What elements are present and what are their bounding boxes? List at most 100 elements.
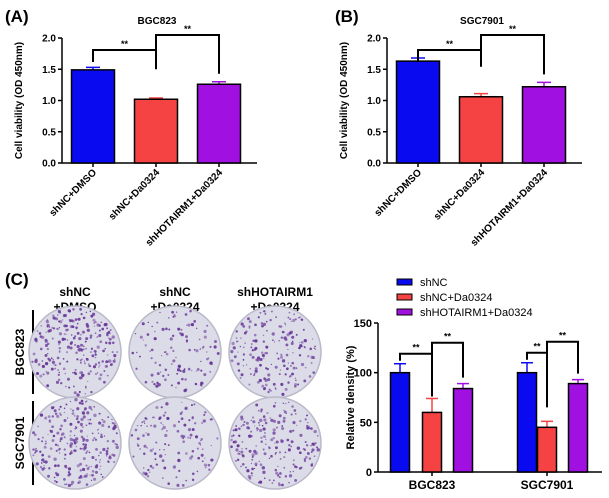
colony xyxy=(287,401,290,404)
colony xyxy=(163,449,165,451)
colony xyxy=(287,348,289,351)
x-tick-label: shNC+Da0324 xyxy=(432,167,487,222)
colony xyxy=(94,353,97,356)
colony xyxy=(164,443,167,446)
colony xyxy=(59,363,61,365)
colony xyxy=(164,411,167,414)
colony xyxy=(92,477,97,481)
colony xyxy=(272,428,276,432)
colony xyxy=(262,427,266,431)
colony xyxy=(182,435,186,438)
colony xyxy=(160,406,163,409)
colony xyxy=(46,352,49,355)
colony xyxy=(74,415,76,417)
colony xyxy=(240,425,243,428)
colony xyxy=(178,420,180,423)
colony xyxy=(73,449,77,453)
colony xyxy=(199,348,202,350)
colony xyxy=(279,458,282,460)
colony xyxy=(230,438,233,442)
colony xyxy=(288,481,290,484)
colony xyxy=(266,412,269,415)
y-axis-label: Cell viability (OD 450nm) xyxy=(339,42,350,159)
colony xyxy=(287,448,291,452)
colony xyxy=(60,424,63,428)
colony xyxy=(94,363,98,366)
colony xyxy=(180,332,184,337)
colony xyxy=(97,432,100,434)
colony xyxy=(235,448,239,452)
colony xyxy=(77,420,80,424)
colony xyxy=(281,330,285,334)
colony xyxy=(162,424,164,426)
colony xyxy=(66,360,69,363)
colony xyxy=(272,339,274,341)
colony xyxy=(233,355,237,359)
colony xyxy=(136,437,140,441)
colony xyxy=(65,385,67,388)
colony xyxy=(93,413,97,418)
colony xyxy=(59,438,62,441)
significance-bracket xyxy=(546,340,579,374)
colony xyxy=(176,429,180,433)
colony xyxy=(303,379,307,383)
colony xyxy=(306,426,310,430)
colony xyxy=(258,424,261,426)
colony xyxy=(76,464,80,468)
colony xyxy=(274,365,278,369)
colony xyxy=(248,320,252,324)
colony xyxy=(73,442,76,445)
row-label: SGC7901 xyxy=(13,416,27,469)
colony xyxy=(293,313,295,315)
colony xyxy=(281,427,285,431)
colony xyxy=(164,453,167,456)
colony xyxy=(303,346,306,348)
colony xyxy=(278,373,281,376)
colony xyxy=(81,402,84,405)
colony xyxy=(152,448,154,450)
colony xyxy=(158,454,163,458)
colony xyxy=(86,450,89,453)
colony xyxy=(159,449,161,451)
colony xyxy=(237,427,240,430)
colony xyxy=(241,447,243,450)
colony xyxy=(271,482,274,484)
colony xyxy=(292,429,295,432)
significance-bracket xyxy=(526,351,548,408)
colony xyxy=(76,407,80,411)
colony xyxy=(251,343,253,345)
colony xyxy=(294,413,297,415)
colony xyxy=(251,416,255,419)
colony xyxy=(90,390,93,394)
colony xyxy=(144,417,147,420)
colony xyxy=(264,477,266,480)
colony xyxy=(65,403,68,406)
colony xyxy=(202,419,206,423)
x-tick-label: shNC+DMSO xyxy=(48,167,100,219)
colony xyxy=(89,474,91,476)
colony xyxy=(160,422,163,424)
colony xyxy=(252,420,256,424)
colony xyxy=(261,353,265,357)
colony xyxy=(78,336,82,341)
colony xyxy=(187,436,190,439)
colony xyxy=(96,345,100,349)
colony xyxy=(308,375,312,378)
colony xyxy=(264,352,266,354)
colony xyxy=(289,364,292,367)
colony xyxy=(234,428,238,432)
colony xyxy=(314,345,316,348)
colony xyxy=(140,424,142,427)
colony xyxy=(44,460,48,464)
colony xyxy=(141,421,144,424)
colony xyxy=(53,364,55,366)
colony xyxy=(44,362,49,366)
colony xyxy=(268,446,271,450)
colony xyxy=(56,314,59,316)
colony xyxy=(80,334,82,336)
colony xyxy=(51,326,54,329)
colony xyxy=(106,439,110,443)
colony xyxy=(309,347,312,351)
colony xyxy=(55,473,60,477)
column-header: shNC xyxy=(159,285,191,299)
